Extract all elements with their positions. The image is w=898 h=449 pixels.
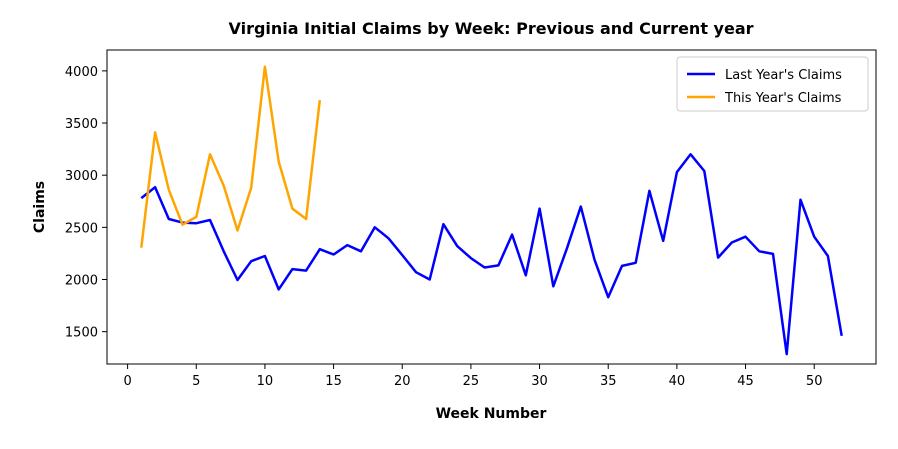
legend: Last Year's Claims This Year's Claims xyxy=(676,56,869,112)
y-tick-label: 2500 xyxy=(65,221,98,236)
x-tick-label: 25 xyxy=(463,374,480,389)
x-tick-label: 5 xyxy=(192,374,200,389)
x-tick-label: 45 xyxy=(737,374,754,389)
y-tick-label: 2000 xyxy=(65,274,98,289)
plot-area: 0 5 10 15 20 25 30 35 40 45 50 1500 2000 2500 3000 3500… xyxy=(65,49,877,389)
x-axis-title: Week Number xyxy=(436,406,547,422)
x-tick-label: 10 xyxy=(257,374,274,389)
x-tick-label: 20 xyxy=(394,374,411,389)
y-tick-label: 3500 xyxy=(65,117,98,132)
x-tick-label: 40 xyxy=(669,374,686,389)
series-line-1 xyxy=(140,153,843,356)
y-tick-label: 3000 xyxy=(65,169,98,184)
legend-label-1: Last Year's Claims xyxy=(725,68,842,83)
y-tick-label: 1500 xyxy=(65,326,98,341)
x-tick-label: 50 xyxy=(806,374,823,389)
plot-frame xyxy=(106,49,877,365)
x-tick-label: 35 xyxy=(600,374,617,389)
y-tick-label: 4000 xyxy=(65,65,98,80)
legend-box xyxy=(676,56,869,112)
x-tick-label: 15 xyxy=(325,374,342,389)
y-axis-title: Claims xyxy=(32,181,48,233)
legend-label-2: This Year's Claims xyxy=(724,91,842,106)
series-line-2 xyxy=(140,65,322,248)
x-tick-label: 30 xyxy=(531,374,548,389)
chart-title: Virginia Initial Claims by Week: Previou… xyxy=(229,19,754,38)
x-tick-label: 0 xyxy=(123,374,131,389)
